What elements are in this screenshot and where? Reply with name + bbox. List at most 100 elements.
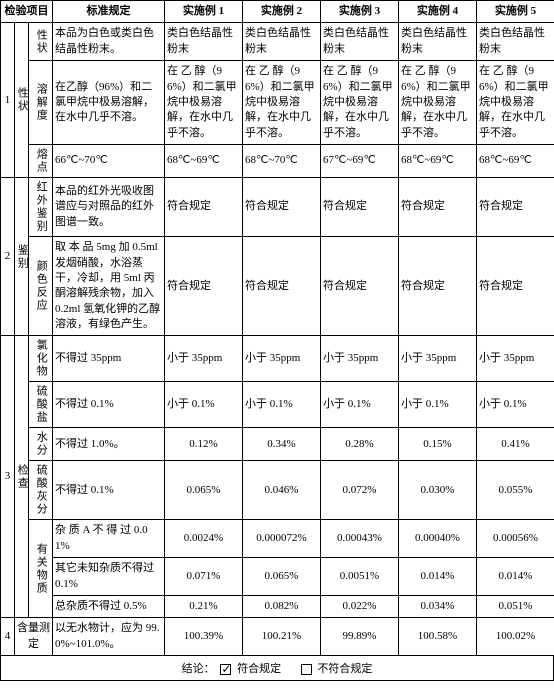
cell: 0.046% bbox=[243, 461, 321, 520]
row-label: 含量测定 bbox=[15, 618, 53, 656]
col-ex1: 实施例 1 bbox=[165, 1, 243, 23]
cell: 小于 0.1% bbox=[399, 382, 477, 428]
cell: 小于 35ppm bbox=[399, 336, 477, 382]
row-label: 红外鉴别 bbox=[29, 178, 53, 237]
col-ex4: 实施例 4 bbox=[399, 1, 477, 23]
cell: 小于 35ppm bbox=[243, 336, 321, 382]
cell: 0.082% bbox=[243, 596, 321, 618]
cell: 68℃~69℃ bbox=[399, 145, 477, 178]
cell-std: 以无水物计，应为 99.0%~101.0%。 bbox=[53, 618, 165, 656]
section-group: 鉴别 bbox=[15, 178, 29, 336]
cell: 0.41% bbox=[477, 428, 554, 461]
table-row: 其它未知杂质不得过 0.1% 0.071% 0.065% 0.0051% 0.0… bbox=[1, 558, 554, 596]
table-row: 硫酸盐 不得过 0.1% 小于 0.1% 小于 0.1% 小于 0.1% 小于 … bbox=[1, 382, 554, 428]
conclusion-label: 结论： bbox=[182, 663, 215, 675]
cell: 小于 35ppm bbox=[321, 336, 399, 382]
cell: 0.34% bbox=[243, 428, 321, 461]
table-row: 溶解度 在乙醇（96%）和二氯甲烷中极易溶解，在水中几乎不溶。 在 乙 醇（96… bbox=[1, 61, 554, 145]
row-label: 水分 bbox=[29, 428, 53, 461]
table-row: 颜色反应 取 本 品 5mg 加 0.5ml 发烟硝酸，水浴蒸干，冷却，用 5m… bbox=[1, 237, 554, 336]
inspection-table: 检验项目 标准规定 实施例 1 实施例 2 实施例 3 实施例 4 实施例 5 … bbox=[0, 0, 554, 656]
cell-std: 66℃~70℃ bbox=[53, 145, 165, 178]
cell: 符合规定 bbox=[243, 237, 321, 336]
cell: 符合规定 bbox=[399, 237, 477, 336]
cell: 0.014% bbox=[399, 558, 477, 596]
cell: 100.02% bbox=[477, 618, 554, 656]
cell: 0.00040% bbox=[399, 520, 477, 558]
cell: 类白色结晶性粉末 bbox=[399, 23, 477, 61]
header-row: 检验项目 标准规定 实施例 1 实施例 2 实施例 3 实施例 4 实施例 5 bbox=[1, 1, 554, 23]
col-standard: 标准规定 bbox=[53, 1, 165, 23]
row-label: 颜色反应 bbox=[29, 237, 53, 336]
cell: 小于 0.1% bbox=[243, 382, 321, 428]
cell: 0.28% bbox=[321, 428, 399, 461]
cell: 类白色结晶性粉末 bbox=[165, 23, 243, 61]
row-label: 熔点 bbox=[29, 145, 53, 178]
cell: 类白色结晶性粉末 bbox=[243, 23, 321, 61]
cell: 100.21% bbox=[243, 618, 321, 656]
cell: 符合规定 bbox=[477, 178, 554, 237]
cell: 符合规定 bbox=[165, 178, 243, 237]
row-label: 有关物质 bbox=[29, 520, 53, 618]
cell: 0.055% bbox=[477, 461, 554, 520]
table-row: 有关物质 杂 质 A 不 得 过 0.01% 0.0024% 0.000072%… bbox=[1, 520, 554, 558]
section-group: 性状 bbox=[15, 23, 29, 178]
col-ex3: 实施例 3 bbox=[321, 1, 399, 23]
cell: 0.072% bbox=[321, 461, 399, 520]
checkbox-pass-icon bbox=[220, 664, 231, 675]
cell-std: 杂 质 A 不 得 过 0.01% bbox=[53, 520, 165, 558]
cell: 0.0051% bbox=[321, 558, 399, 596]
cell: 68℃~69℃ bbox=[477, 145, 554, 178]
cell: 68℃~70℃ bbox=[243, 145, 321, 178]
col-ex2: 实施例 2 bbox=[243, 1, 321, 23]
cell: 类白色结晶性粉末 bbox=[477, 23, 554, 61]
table-row: 4 含量测定 以无水物计，应为 99.0%~101.0%。 100.39% 10… bbox=[1, 618, 554, 656]
cell: 0.071% bbox=[165, 558, 243, 596]
row-label: 氯化物 bbox=[29, 336, 53, 382]
cell: 0.022% bbox=[321, 596, 399, 618]
cell: 符合规定 bbox=[321, 178, 399, 237]
table-row: 3 检查 氯化物 不得过 35ppm 小于 35ppm 小于 35ppm 小于 … bbox=[1, 336, 554, 382]
cell: 0.034% bbox=[399, 596, 477, 618]
table-row: 水分 不得过 1.0%。 0.12% 0.34% 0.28% 0.15% 0.4… bbox=[1, 428, 554, 461]
cell: 在 乙 醇（96%）和二氯甲烷中极易溶解，在水中几乎不溶。 bbox=[477, 61, 554, 145]
cell-std: 取 本 品 5mg 加 0.5ml 发烟硝酸，水浴蒸干，冷却，用 5ml 丙酮溶… bbox=[53, 237, 165, 336]
col-item: 检验项目 bbox=[1, 1, 53, 23]
table-row: 硫酸灰分 不得过 0.1% 0.065% 0.046% 0.072% 0.030… bbox=[1, 461, 554, 520]
cell: 0.00043% bbox=[321, 520, 399, 558]
cell: 符合规定 bbox=[165, 237, 243, 336]
row-label: 溶解度 bbox=[29, 61, 53, 145]
cell: 符合规定 bbox=[321, 237, 399, 336]
cell: 0.051% bbox=[477, 596, 554, 618]
cell: 0.065% bbox=[165, 461, 243, 520]
cell: 100.39% bbox=[165, 618, 243, 656]
pass-label: 符合规定 bbox=[237, 663, 281, 675]
table-row: 总杂质不得过 0.5% 0.21% 0.082% 0.022% 0.034% 0… bbox=[1, 596, 554, 618]
cell: 在 乙 醇（96%）和二氯甲烷中极易溶解，在水中几乎不溶。 bbox=[243, 61, 321, 145]
cell: 在 乙 醇（96%）和二氯甲烷中极易溶解，在水中几乎不溶。 bbox=[399, 61, 477, 145]
section-num: 3 bbox=[1, 336, 15, 618]
cell-std: 本品为白色或类白色结晶性粉末。 bbox=[53, 23, 165, 61]
cell: 99.89% bbox=[321, 618, 399, 656]
section-group: 检查 bbox=[15, 336, 29, 618]
cell: 符合规定 bbox=[477, 237, 554, 336]
section-num: 4 bbox=[1, 618, 15, 656]
cell-std: 其它未知杂质不得过 0.1% bbox=[53, 558, 165, 596]
cell: 0.065% bbox=[243, 558, 321, 596]
cell-std: 不得过 0.1% bbox=[53, 382, 165, 428]
cell: 68℃~69℃ bbox=[165, 145, 243, 178]
cell: 0.030% bbox=[399, 461, 477, 520]
cell: 0.000072% bbox=[243, 520, 321, 558]
cell-std: 本品的红外光吸收图谱应与对照品的红外图谱一致。 bbox=[53, 178, 165, 237]
cell: 67℃~69℃ bbox=[321, 145, 399, 178]
cell-std: 在乙醇（96%）和二氯甲烷中极易溶解，在水中几乎不溶。 bbox=[53, 61, 165, 145]
cell: 小于 0.1% bbox=[165, 382, 243, 428]
cell: 小于 35ppm bbox=[477, 336, 554, 382]
cell: 小于 35ppm bbox=[165, 336, 243, 382]
cell: 0.15% bbox=[399, 428, 477, 461]
cell: 0.21% bbox=[165, 596, 243, 618]
conclusion-row: 结论： 符合规定 不符合规定 bbox=[0, 656, 554, 681]
cell: 小于 0.1% bbox=[321, 382, 399, 428]
cell-std: 总杂质不得过 0.5% bbox=[53, 596, 165, 618]
row-label: 性状 bbox=[29, 23, 53, 61]
